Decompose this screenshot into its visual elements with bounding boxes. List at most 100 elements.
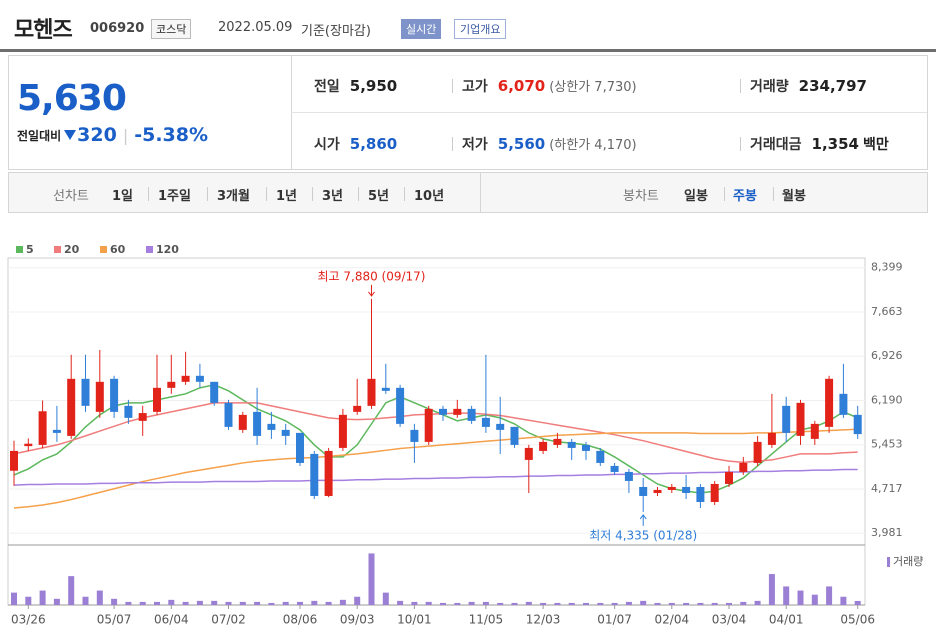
volume-bar (268, 602, 275, 605)
candle-body (195, 375, 204, 382)
candle-body (639, 486, 648, 496)
volume-bar (811, 594, 818, 605)
volume-bar (583, 602, 589, 605)
volume-bar (325, 601, 332, 605)
x-tick-label: 03/04 (712, 613, 747, 627)
volume-bar (482, 601, 489, 605)
volume-bar (511, 602, 518, 605)
separator (740, 79, 741, 93)
candle-body (653, 489, 662, 493)
basis: 기준(장마감) (301, 24, 371, 39)
stock-name: 모헨즈 (14, 18, 73, 43)
x-tick-label: 06/04 (154, 613, 189, 627)
volume-bar (768, 574, 775, 605)
candle-body (424, 408, 433, 442)
candle-body (281, 429, 290, 436)
volume-bar (654, 602, 661, 605)
legend-label: 20 (64, 243, 80, 256)
volume-bar (683, 602, 690, 605)
stat: 저가 5,560 (하한가 4,170) (462, 134, 637, 154)
volume-bar (554, 602, 561, 605)
x-tick-label: 07/02 (211, 613, 246, 627)
x-tick-label: 10/01 (397, 613, 432, 627)
volume-bar (68, 576, 75, 605)
candle-body (124, 405, 133, 418)
y-tick-label: 6,190 (871, 393, 903, 406)
candle-body (410, 429, 419, 442)
candle-body (24, 443, 33, 447)
candle-body (610, 465, 619, 472)
tab[interactable]: 3년 (322, 189, 344, 204)
tab-label: 선차트 (53, 189, 89, 204)
tab[interactable]: 1주일 (158, 189, 191, 204)
price: 5,630 (17, 78, 127, 119)
candle-body (739, 462, 748, 472)
stat: 거래량 234,797 (750, 76, 867, 96)
tab[interactable]: 1일 (112, 189, 134, 204)
candle-body (825, 378, 834, 427)
candle-body (181, 375, 190, 382)
candle-body (725, 471, 733, 484)
tab-separator (207, 187, 208, 201)
volume-bar (297, 601, 303, 605)
tab-separator (404, 187, 405, 201)
x-tick-label: 05/07 (97, 613, 132, 627)
volume-bar (568, 602, 575, 605)
candle-body (238, 414, 247, 430)
y-tick-label: 8,399 (871, 261, 903, 274)
x-tick-label: 11/05 (469, 613, 504, 627)
x-tick-label: 02/04 (655, 613, 690, 627)
candle-body (767, 432, 776, 445)
ma-line (13, 384, 858, 494)
volume-bar (854, 600, 861, 605)
volume-bar (211, 600, 218, 605)
stat-value: 234,797 (798, 77, 867, 95)
tab-separator (148, 187, 149, 201)
candle-body (367, 378, 376, 406)
tab[interactable]: 5년 (368, 189, 390, 204)
candle-body (296, 432, 304, 463)
change-rate: -5.38% (134, 124, 209, 146)
candle-body (624, 471, 633, 481)
volume-bar (740, 601, 747, 605)
legend-label: 5 (26, 243, 34, 256)
volume-legend-label: 거래량 (893, 555, 923, 568)
tab[interactable]: 1년 (276, 189, 298, 204)
date: 2022.05.09 (218, 20, 293, 35)
volume-bar (597, 602, 604, 605)
tab[interactable]: 3개월 (217, 189, 250, 204)
volume-bar (397, 600, 404, 605)
stat-value: 1,354 (811, 135, 859, 153)
volume-bar (382, 592, 389, 605)
candle-body (796, 402, 805, 436)
candle-body (95, 381, 104, 412)
price-box: 5,630 전일대비 320 | -5.38% (9, 56, 292, 169)
candle-body (467, 408, 476, 421)
tab[interactable]: 일봉 (684, 189, 708, 204)
candle-body (167, 381, 176, 388)
tab[interactable]: 월봉 (782, 189, 806, 204)
volume-bar (668, 602, 675, 605)
x-tick-label: 08/06 (283, 613, 318, 627)
candle-body (582, 444, 590, 451)
x-tick-label: 09/03 (340, 613, 375, 627)
realtime-button[interactable]: 실시간 (401, 19, 442, 39)
volume-bar (282, 601, 289, 605)
tab[interactable]: 주봉 (733, 189, 757, 204)
volume-bar (826, 586, 833, 605)
tab[interactable]: 10년 (414, 189, 445, 204)
volume-bar (354, 596, 361, 605)
stat-value: 5,950 (349, 77, 398, 95)
volume-bar (440, 602, 446, 605)
stat-note: (하한가 4,170) (549, 138, 637, 153)
stat-label: 저가 (462, 137, 488, 153)
candle-body (324, 450, 333, 496)
candle-body (81, 378, 90, 406)
separator (452, 79, 453, 93)
annotation-arrowhead (639, 514, 647, 520)
half-divider (480, 173, 481, 212)
candle-body (810, 423, 819, 439)
company-button[interactable]: 기업개요 (454, 19, 507, 39)
candle-body (753, 441, 762, 463)
tab-separator (724, 187, 725, 201)
